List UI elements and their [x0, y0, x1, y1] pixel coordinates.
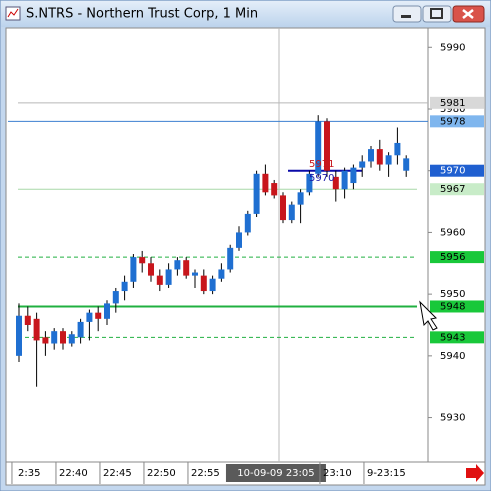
candle-body	[332, 176, 339, 190]
candle-body	[86, 312, 93, 322]
candle-body	[112, 291, 119, 304]
candle-body	[16, 315, 22, 356]
candle-body	[174, 260, 181, 270]
candle-body	[368, 149, 374, 162]
level-box	[430, 331, 484, 344]
candle-body	[253, 173, 260, 214]
candle-body	[341, 170, 348, 190]
level-label: 5978	[440, 116, 465, 127]
y-tick-label: 5930	[440, 413, 465, 424]
candle-body	[297, 192, 304, 205]
y-tick-label: 5960	[440, 227, 465, 238]
level-label: 5981	[440, 98, 465, 109]
candle-body	[385, 155, 392, 165]
level-box	[430, 251, 484, 264]
candle-body	[315, 121, 322, 174]
candle-body	[209, 278, 216, 292]
close-button[interactable]	[452, 5, 485, 23]
candle-body	[77, 321, 84, 338]
x-tick-label: 23:10	[323, 468, 352, 479]
level-box	[430, 96, 484, 109]
level-label: 5948	[440, 301, 465, 312]
scroll-arrow[interactable]	[466, 464, 484, 482]
y-tick-label: 5980	[440, 104, 465, 115]
x-tick-label: 9-23:15	[367, 468, 406, 479]
chart-area	[5, 27, 486, 486]
annotation: 5970	[309, 173, 334, 184]
x-tick-label: 10-09-09 23:05	[237, 468, 314, 479]
candle-body	[244, 213, 251, 233]
candle-body	[324, 121, 330, 171]
candle-body	[165, 269, 172, 285]
mouse-cursor	[419, 300, 438, 331]
x-tick-label: 22:55	[191, 468, 220, 479]
y-tick-label: 5940	[440, 351, 465, 362]
candle-body	[218, 269, 225, 279]
x-tick-label: 22:50	[147, 468, 176, 479]
app-icon	[5, 6, 21, 21]
level-box	[430, 300, 484, 313]
candle-body	[33, 318, 40, 341]
level-box	[430, 115, 484, 128]
candle-body	[148, 263, 154, 276]
level-label: 5970	[440, 166, 465, 177]
candle-body	[262, 173, 269, 193]
candle-body	[306, 173, 313, 193]
candle-body	[42, 337, 49, 344]
x-tick-label: 2:35	[18, 468, 40, 479]
candle-body	[236, 232, 242, 248]
candle-body	[350, 167, 357, 184]
level-label: 5967	[440, 184, 465, 195]
candle-body	[359, 161, 366, 168]
candle-body	[104, 303, 110, 319]
candle-body	[280, 195, 286, 221]
level-label: 5956	[440, 252, 465, 263]
candle-body	[130, 257, 137, 282]
level-box	[430, 164, 484, 177]
candle-body	[227, 247, 234, 270]
candle-body	[51, 331, 58, 344]
y-tick-label: 5950	[440, 289, 465, 300]
candle-body	[95, 312, 102, 319]
candle-body	[192, 272, 198, 276]
crosshair-time-box	[225, 464, 326, 482]
candle-body	[183, 260, 190, 276]
annotation: 5971	[309, 159, 334, 170]
candle-body	[60, 331, 66, 344]
candle-body	[121, 281, 128, 292]
candle-body	[271, 183, 278, 196]
x-tick-label: 22:45	[103, 468, 132, 479]
candle-body	[403, 158, 410, 171]
candle-body	[394, 142, 401, 156]
x-tick-label: 22:40	[59, 468, 88, 479]
candle-body	[288, 204, 295, 221]
level-label: 5943	[440, 332, 465, 343]
level-box	[430, 183, 484, 196]
candle-body	[200, 275, 207, 292]
candle-body	[156, 275, 163, 285]
candle-body	[68, 334, 75, 344]
candle-body	[24, 315, 31, 325]
minimize-button[interactable]	[392, 5, 422, 23]
y-tick-label: 5990	[440, 42, 465, 53]
candle-body	[376, 149, 383, 165]
candle-body	[139, 257, 146, 264]
window-title: S.NTRS - Northern Trust Corp, 1 Min	[26, 7, 258, 22]
maximize-button[interactable]	[422, 5, 452, 23]
